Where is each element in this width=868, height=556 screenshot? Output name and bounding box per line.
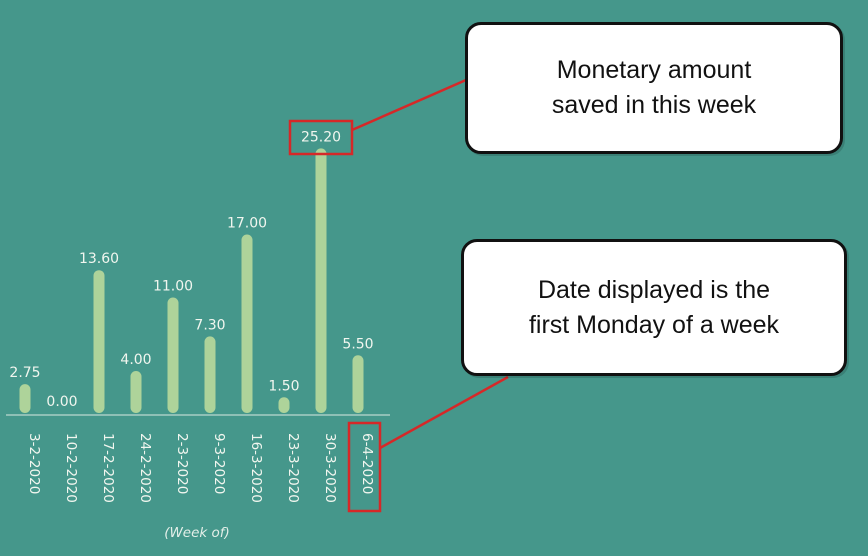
value-label-9-3-2020: 7.30 (194, 317, 225, 333)
x-axis-title: (Week of) (164, 525, 230, 541)
bar-2-3-2020 (167, 297, 179, 413)
x-tick-label-6-4-2020: 6-4-2020 (359, 433, 375, 494)
date-highlight-box (347, 421, 382, 513)
value-label-10-2-2020: 0.00 (46, 394, 77, 410)
bar-3-2-2020 (19, 384, 31, 413)
amount-callout-box: Monetary amount saved in this week (465, 22, 843, 154)
bar-30-3-2020 (315, 148, 327, 413)
amount-callout-text: Monetary amount saved in this week (551, 56, 757, 119)
date-callout-text: Date displayed is the first Monday of a … (528, 275, 780, 339)
value-label-23-3-2020: 1.50 (268, 378, 299, 394)
x-tick-label-9-3-2020: 9-3-2020 (211, 433, 227, 494)
x-tick-label-24-2-2020: 24-2-2020 (137, 433, 153, 503)
value-label-2-3-2020: 11.00 (153, 279, 193, 295)
date-connector-line (379, 375, 509, 450)
value-label-6-4-2020: 5.50 (342, 336, 373, 352)
x-tick-label-3-2-2020: 3-2-2020 (26, 433, 42, 494)
value-label-30-3-2020: 25.20 (301, 129, 341, 145)
x-tick-label-23-3-2020: 23-3-2020 (285, 433, 301, 503)
x-tick-label-2-3-2020: 2-3-2020 (174, 433, 190, 494)
value-label-3-2-2020: 2.75 (9, 365, 40, 381)
bar-16-3-2020 (241, 234, 253, 413)
value-label-16-3-2020: 17.00 (227, 216, 267, 232)
value-label-17-2-2020: 13.60 (79, 251, 119, 267)
x-tick-label-17-2-2020: 17-2-2020 (100, 433, 116, 503)
x-tick-label-10-2-2020: 10-2-2020 (63, 433, 79, 503)
value-label-24-2-2020: 4.00 (120, 352, 151, 368)
value-highlight-box (288, 119, 354, 156)
date-callout-box: Date displayed is the first Monday of a … (461, 239, 847, 376)
value-connector-line (351, 78, 467, 132)
bar-9-3-2020 (204, 336, 216, 413)
bar-24-2-2020 (130, 371, 142, 413)
x-tick-label-30-3-2020: 30-3-2020 (322, 433, 338, 503)
bar-17-2-2020 (93, 270, 105, 413)
bar-6-4-2020 (352, 355, 364, 413)
x-tick-label-16-3-2020: 16-3-2020 (248, 433, 264, 503)
bar-23-3-2020 (278, 397, 290, 413)
